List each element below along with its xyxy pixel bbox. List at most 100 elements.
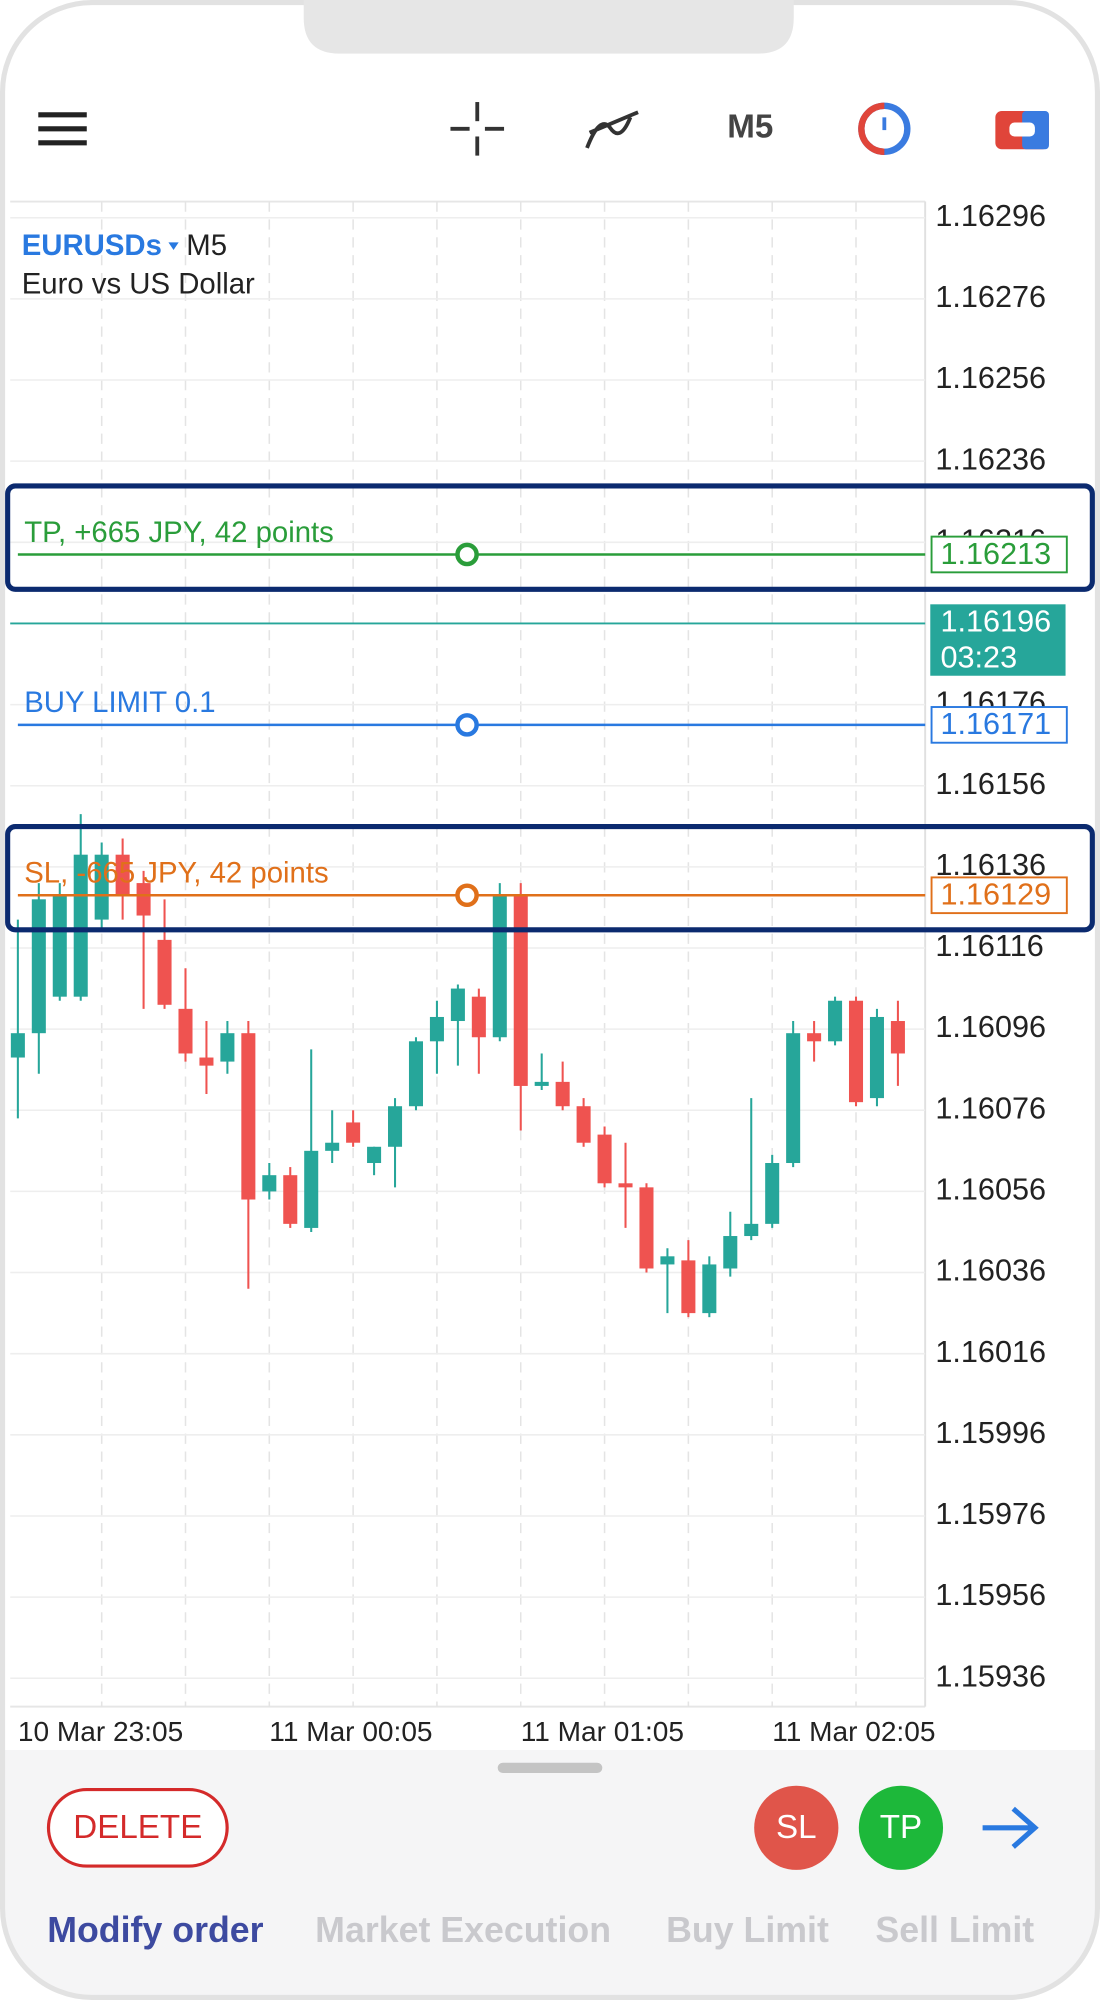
y-tick-label: 1.15996 [935,1416,1046,1450]
highlight-box [5,483,1095,592]
y-tick-label: 1.15956 [935,1578,1046,1612]
candle-body [702,1264,717,1314]
candle-body [262,1175,277,1192]
y-tick-label: 1.16076 [935,1091,1046,1125]
price-tag-label: 1.16213 [940,537,1051,571]
symbol-dropdown[interactable] [168,242,179,250]
header-timeframe: M5 [186,229,227,262]
candle-body [178,1008,193,1054]
x-tick-label: 11 Mar 01:05 [521,1716,684,1747]
candle-body [325,1142,340,1151]
plot: 1.162961.162761.162561.162361.162161.161… [10,199,1068,1747]
clock-icon[interactable] [858,102,911,155]
bottom-panel [2,1750,1098,1998]
candle-body [848,1000,864,1103]
current-timer: 03:23 [940,640,1017,674]
y-tick-label: 1.16296 [935,199,1046,233]
hamburger-icon[interactable] [38,112,87,146]
x-tick-label: 11 Mar 02:05 [772,1716,935,1747]
symbol-description: Euro vs US Dollar [22,267,255,300]
order-handle[interactable] [455,713,479,737]
candle-body [786,1033,801,1164]
candle-body [681,1260,696,1314]
candle-body [618,1183,633,1188]
indicator-icon[interactable] [585,110,639,149]
x-tick-label: 11 Mar 00:05 [269,1716,432,1747]
notch [303,0,794,54]
candle-body [471,996,486,1038]
tp-button[interactable] [858,1785,944,1870]
candle-body [283,1175,298,1224]
tab[interactable]: Buy Limit [666,1910,829,1950]
candle-body [869,1016,884,1099]
candle-body [220,1033,235,1062]
y-tick-label: 1.16096 [935,1010,1046,1044]
delete-label[interactable]: DELETE [73,1809,202,1846]
tab-active[interactable]: Modify order [47,1910,263,1950]
trade-icon[interactable] [995,110,1049,150]
symbol[interactable]: EURUSDs [22,229,162,262]
y-tick-label: 1.15976 [935,1497,1046,1531]
price-tag-label: 1.16129 [940,878,1051,912]
candle-body [157,939,172,1005]
candle-body [492,895,507,1038]
candle-body [10,1033,25,1058]
price-tag [930,535,1068,574]
order-label: SL, -665 JPY, 42 points [24,857,328,890]
x-tick-label: 10 Mar 23:05 [18,1716,183,1747]
candle-body [52,895,67,997]
candle-body [828,1000,843,1042]
sl-button[interactable] [754,1785,839,1870]
candle-body [408,1041,424,1107]
highlight-box [5,823,1095,933]
candle-body [115,854,130,896]
candle-body [723,1236,738,1269]
sl-label[interactable]: SL [776,1809,817,1846]
candle-body [199,1057,214,1066]
order-handle[interactable] [455,542,479,567]
tp-label[interactable]: TP [880,1809,922,1846]
y-tick-label: 1.16036 [935,1254,1046,1288]
candle-body [660,1256,675,1265]
delete-button[interactable] [46,1787,229,1868]
candle-body [241,1033,256,1200]
candle-body [765,1163,780,1224]
candle-body [31,899,46,1034]
order-handle[interactable] [455,883,479,908]
candle-body [94,854,109,920]
y-tick-label: 1.16156 [935,767,1046,801]
price-tag [930,876,1068,915]
candle-body [429,1016,444,1042]
candle-body [534,1081,549,1086]
y-tick-label: 1.16016 [935,1335,1046,1369]
y-tick-label: 1.16116 [935,929,1043,963]
current-price-tag [930,604,1066,676]
crosshair-icon[interactable] [450,102,505,156]
candle-body [890,1021,905,1054]
price-tag-label: 1.16171 [940,707,1051,741]
y-tick-label: 1.15936 [935,1659,1046,1693]
candle-body [388,1106,403,1147]
candle-body [807,1033,822,1042]
candle-body [555,1081,570,1107]
y-tick-label: 1.16256 [935,361,1046,395]
candle-body [450,988,465,1022]
candle-body [576,1106,591,1143]
y-tick-label: 1.16276 [935,280,1046,314]
y-tick-label: 1.16056 [935,1173,1046,1207]
candle-body [304,1150,319,1228]
tab[interactable]: Sell Limit [875,1910,1034,1950]
next-arrow[interactable] [982,1806,1039,1849]
candle-body [346,1122,361,1143]
drag-handle[interactable] [497,1762,603,1773]
tab[interactable]: Market Execution [315,1910,611,1950]
order-label: TP, +665 JPY, 42 points [24,516,334,549]
y-tick-label: 1.16236 [935,442,1046,476]
timeframe-button[interactable]: M5 [727,109,773,146]
candle-body [744,1223,759,1237]
candle-body [73,854,88,997]
price-tag [930,706,1068,744]
